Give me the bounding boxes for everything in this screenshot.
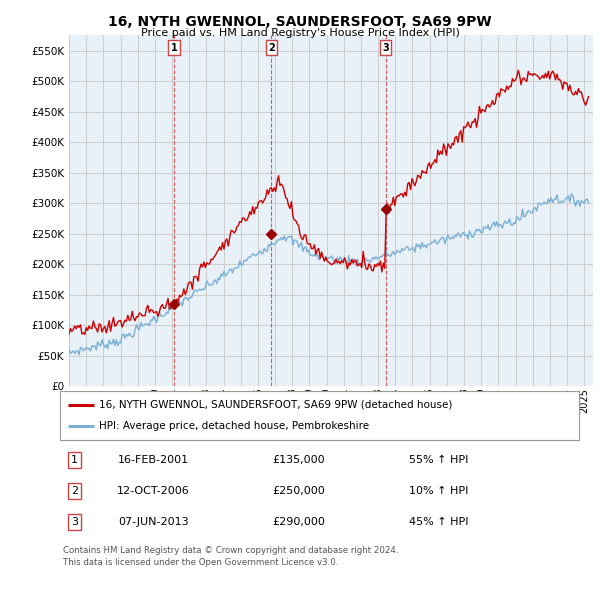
Text: 2: 2 bbox=[71, 486, 78, 496]
Text: 16, NYTH GWENNOL, SAUNDERSFOOT, SA69 9PW (detached house): 16, NYTH GWENNOL, SAUNDERSFOOT, SA69 9PW… bbox=[99, 399, 452, 409]
Text: 3: 3 bbox=[71, 517, 78, 527]
Text: HPI: Average price, detached house, Pembrokeshire: HPI: Average price, detached house, Pemb… bbox=[99, 421, 369, 431]
Text: Contains HM Land Registry data © Crown copyright and database right 2024.: Contains HM Land Registry data © Crown c… bbox=[63, 546, 398, 555]
Text: £290,000: £290,000 bbox=[272, 517, 325, 527]
Text: 1: 1 bbox=[71, 455, 78, 465]
Text: 45% ↑ HPI: 45% ↑ HPI bbox=[409, 517, 469, 527]
Text: 2: 2 bbox=[268, 42, 275, 53]
Text: 3: 3 bbox=[382, 42, 389, 53]
Text: 16-FEB-2001: 16-FEB-2001 bbox=[118, 455, 189, 465]
Text: Price paid vs. HM Land Registry's House Price Index (HPI): Price paid vs. HM Land Registry's House … bbox=[140, 28, 460, 38]
Text: 07-JUN-2013: 07-JUN-2013 bbox=[118, 517, 189, 527]
Text: £135,000: £135,000 bbox=[272, 455, 325, 465]
Text: 55% ↑ HPI: 55% ↑ HPI bbox=[409, 455, 469, 465]
Text: £250,000: £250,000 bbox=[272, 486, 325, 496]
Text: 16, NYTH GWENNOL, SAUNDERSFOOT, SA69 9PW: 16, NYTH GWENNOL, SAUNDERSFOOT, SA69 9PW bbox=[108, 15, 492, 29]
Text: 10% ↑ HPI: 10% ↑ HPI bbox=[409, 486, 469, 496]
Text: This data is licensed under the Open Government Licence v3.0.: This data is licensed under the Open Gov… bbox=[63, 558, 338, 566]
Text: 1: 1 bbox=[171, 42, 178, 53]
Text: 12-OCT-2006: 12-OCT-2006 bbox=[117, 486, 190, 496]
